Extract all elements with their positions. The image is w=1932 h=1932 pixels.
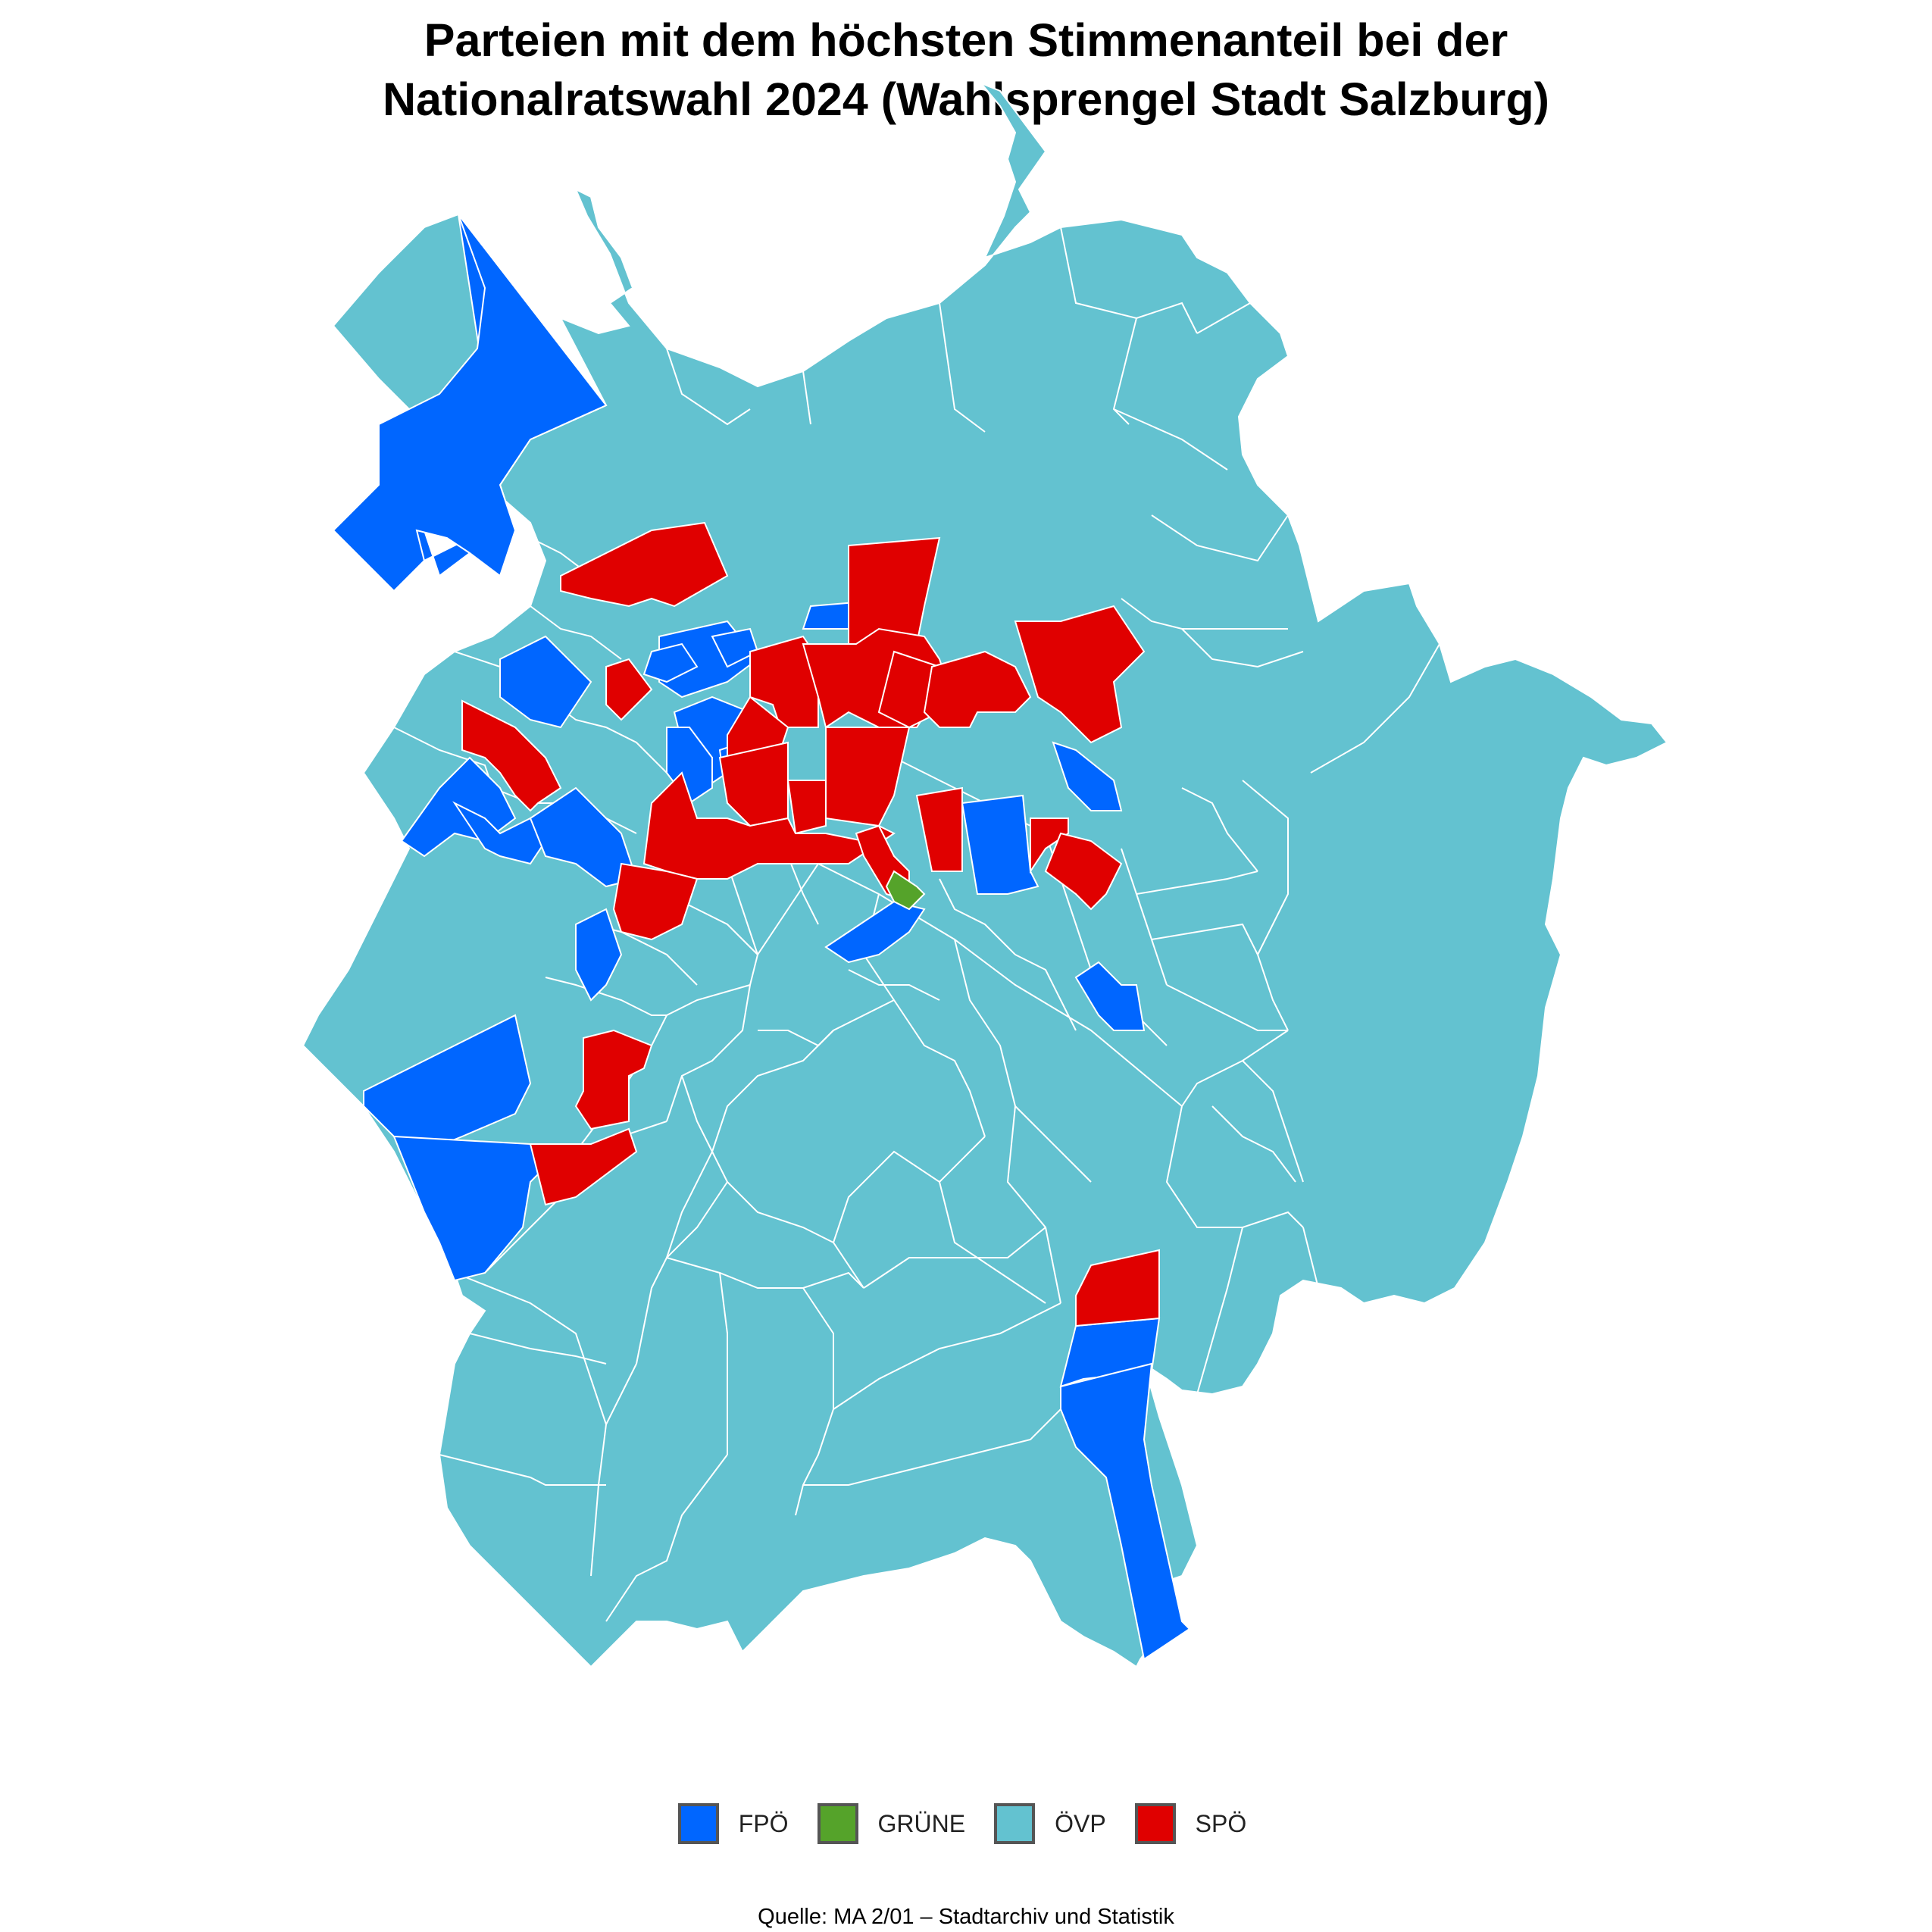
legend-label: GRÜNE	[877, 1809, 966, 1837]
spoe-district	[786, 780, 827, 835]
fpo-district	[363, 1014, 532, 1153]
fpo-district	[332, 214, 608, 592]
legend-label: SPÖ	[1195, 1809, 1247, 1837]
spoe-district	[605, 658, 653, 721]
legend-swatch	[994, 1803, 1036, 1844]
legend-swatch	[817, 1803, 858, 1844]
fpo-district	[961, 794, 1039, 895]
title-line-2: Nationalratswahl 2024 (Wahlsprengel Stad…	[382, 73, 1549, 125]
legend-item-oevp: ÖVP	[994, 1803, 1114, 1844]
spoe-district	[1075, 1249, 1160, 1327]
gruene-districts	[885, 870, 926, 911]
spoe-district	[749, 635, 819, 728]
district-borders	[393, 227, 1440, 1622]
spoe-district	[642, 771, 896, 880]
spoe-district	[461, 699, 562, 812]
fpo-district	[499, 635, 592, 729]
source-note: Quelle: MA 2/01 – Stadtarchiv und Statis…	[758, 1905, 1174, 1929]
spoe-district	[612, 862, 699, 941]
legend-item-spoe: SPÖ	[1134, 1803, 1255, 1844]
spoe-district	[915, 786, 963, 872]
fpo-district	[1074, 961, 1146, 1031]
legend-item-fpo: FPÖ	[677, 1803, 796, 1844]
spoe-district	[923, 650, 1032, 728]
fpo-district	[575, 908, 623, 1002]
spoe-district	[1044, 832, 1123, 911]
title-line-1: Parteien mit dem höchsten Stimmenanteil …	[424, 14, 1508, 66]
fpo-district	[642, 642, 699, 683]
spoe-district	[560, 521, 729, 608]
spoe-district	[529, 1127, 638, 1206]
fpo-district	[1060, 1362, 1191, 1661]
legend-swatch	[677, 1803, 719, 1844]
spoe-districts	[461, 521, 1160, 1327]
legend-label: FPÖ	[738, 1809, 789, 1837]
legend-swatch	[1134, 1803, 1176, 1844]
spoe-district	[1014, 605, 1146, 744]
spoe-district	[574, 1029, 653, 1130]
gruene-district	[885, 870, 926, 911]
legend-item-gruene: GRÜNE	[817, 1803, 974, 1844]
legend-label: ÖVP	[1055, 1809, 1106, 1837]
legend: FPÖ GRÜNE ÖVP SPÖ	[0, 1803, 1932, 1844]
fpo-district	[1052, 741, 1123, 811]
map-title: Parteien mit dem höchsten Stimmenanteil …	[0, 11, 1932, 129]
